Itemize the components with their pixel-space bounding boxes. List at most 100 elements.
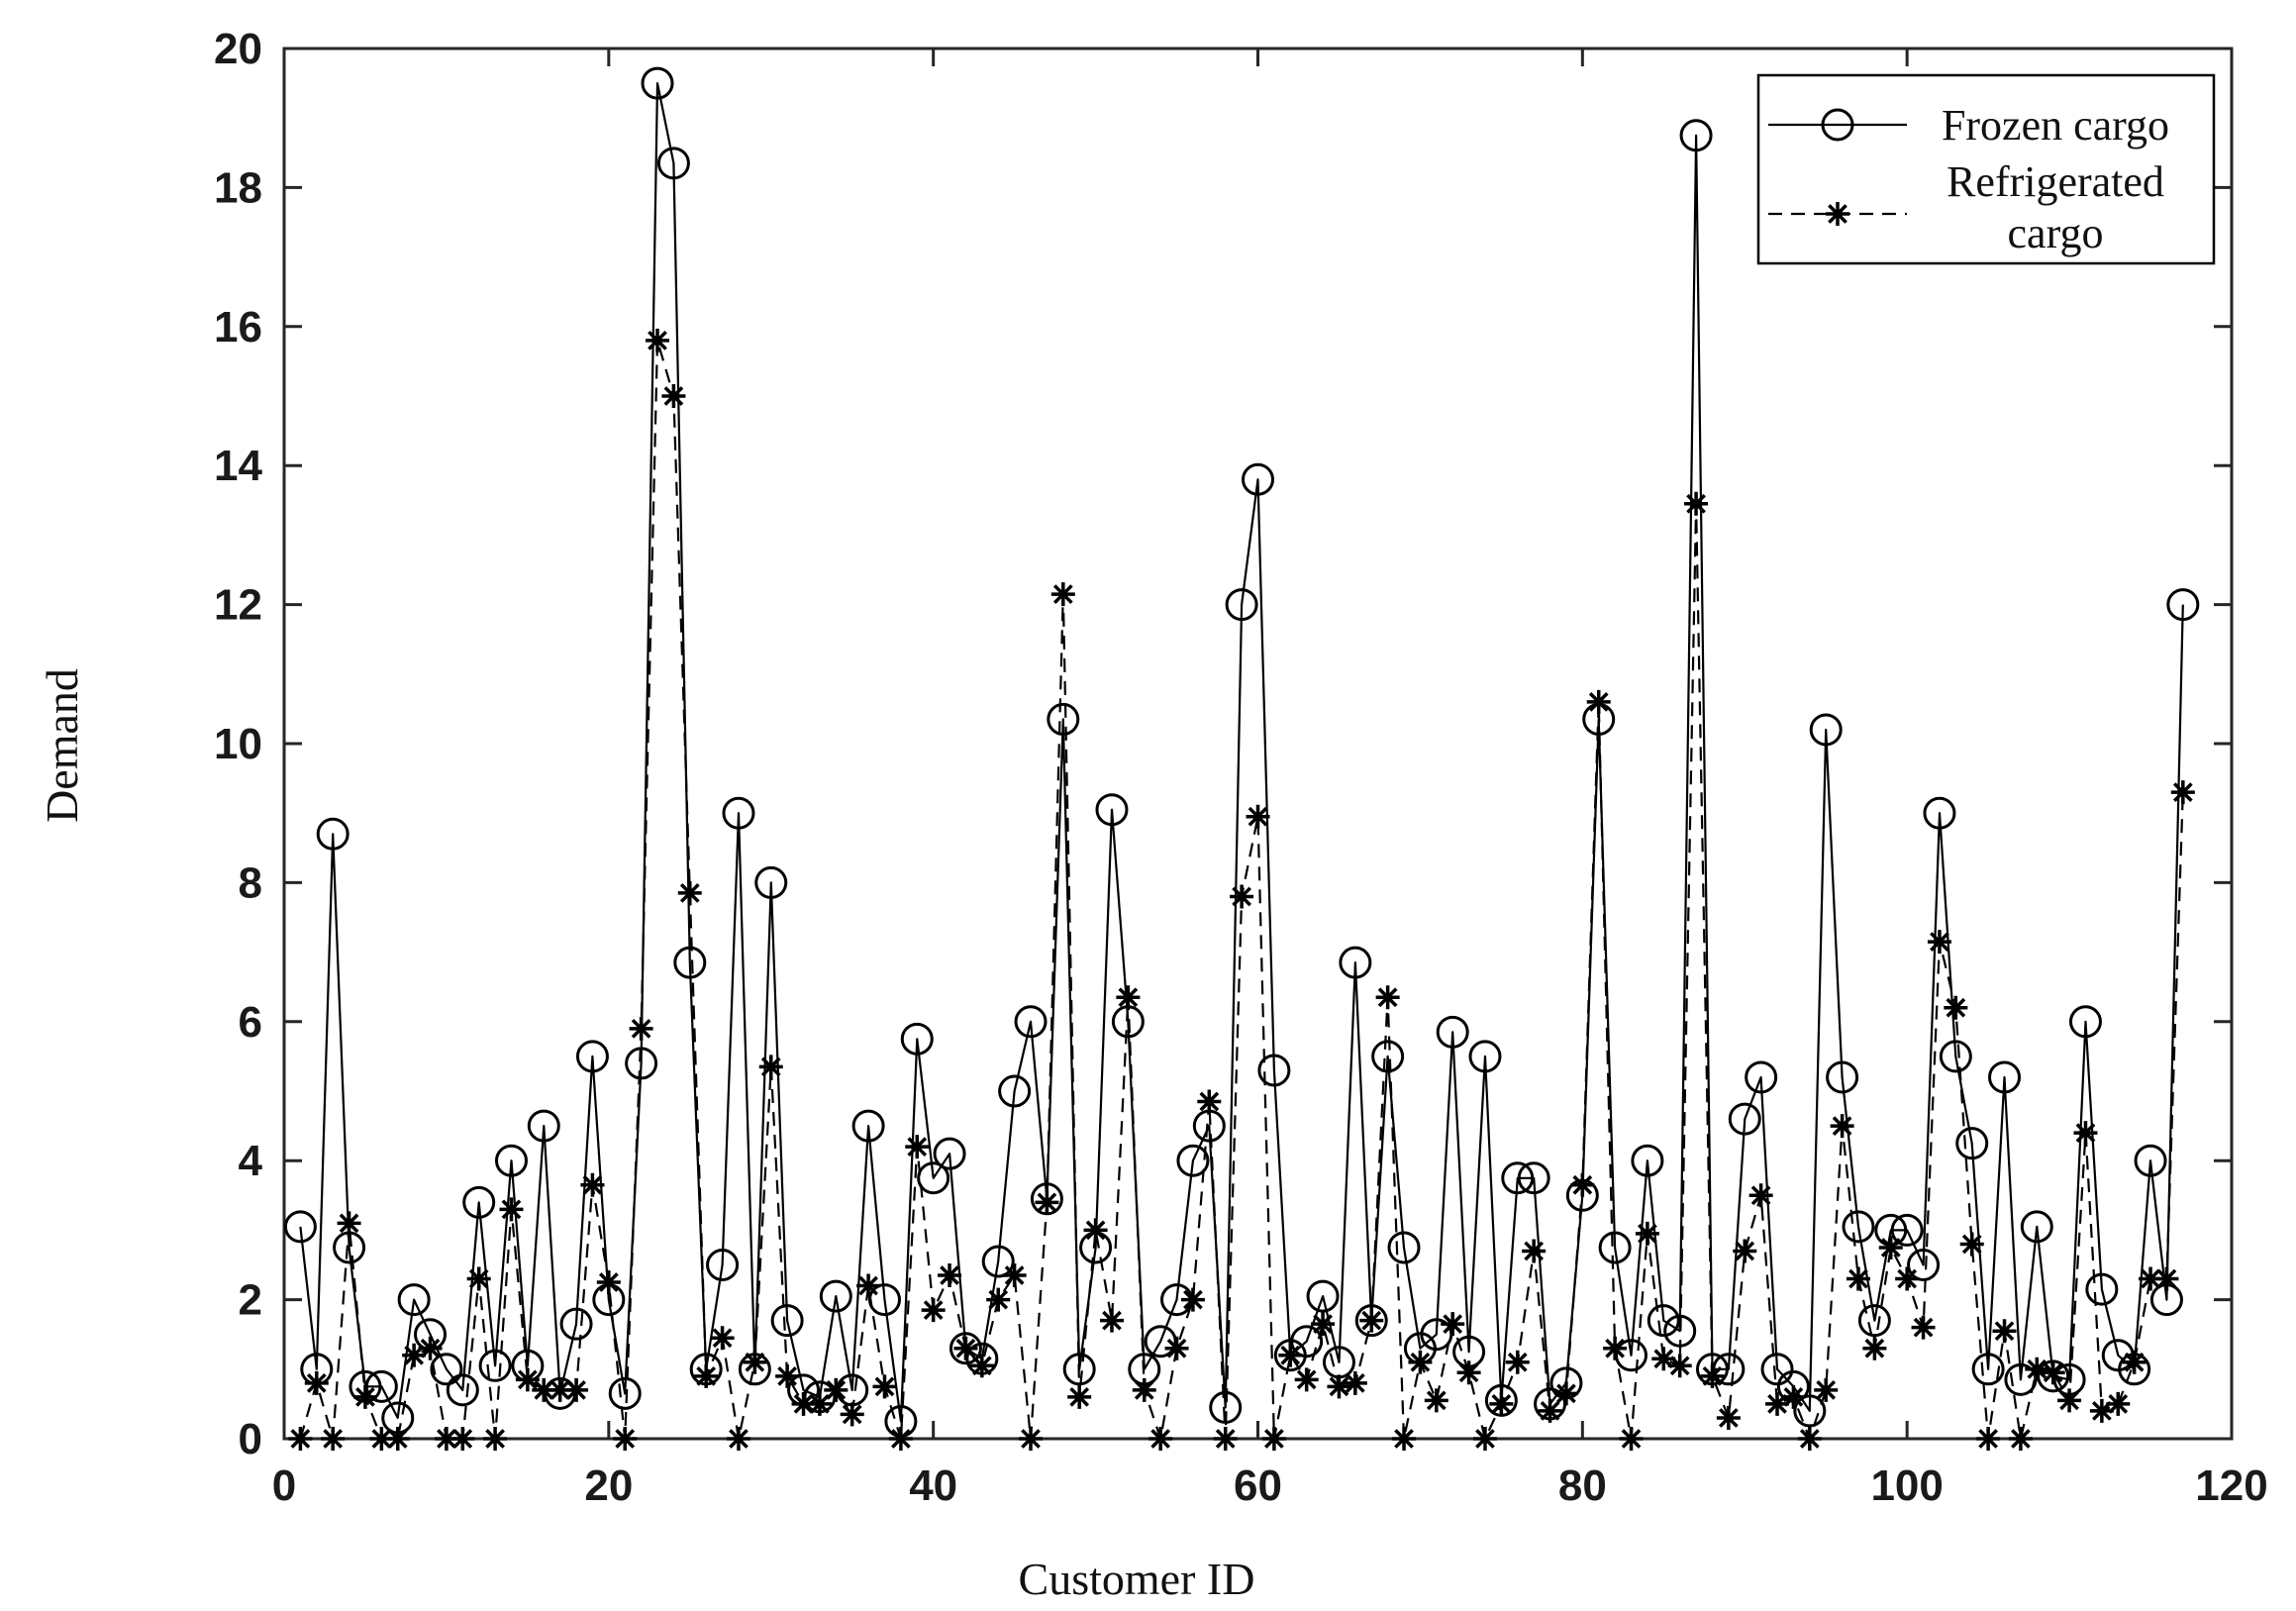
data-point-asterisk (1164, 1336, 1189, 1360)
data-point-asterisk (1911, 1315, 1936, 1340)
data-point-circle (1095, 793, 1129, 827)
data-point-asterisk (1148, 1427, 1173, 1451)
data-point-circle (1047, 702, 1080, 736)
data-point-asterisk (1392, 1427, 1417, 1451)
data-point-asterisk (743, 1350, 767, 1374)
data-point-circle (1631, 1144, 1664, 1177)
data-point-circle (1955, 1127, 1989, 1160)
data-point-asterisk (856, 1273, 881, 1298)
data-point-asterisk (1522, 1239, 1547, 1263)
data-point-asterisk (1862, 1336, 1887, 1360)
data-point-asterisk (1180, 1287, 1205, 1312)
data-point-circle (1257, 1054, 1291, 1087)
y-axis-label: Demand (37, 668, 87, 823)
data-point-asterisk (2122, 1350, 2146, 1374)
data-point-asterisk (1489, 1391, 1514, 1416)
data-point-asterisk (369, 1427, 394, 1451)
series-line (299, 82, 2184, 1423)
data-point-asterisk (1797, 1427, 1822, 1451)
x-tick-label: 100 (1870, 1461, 1943, 1510)
data-point-circle (1760, 1353, 1794, 1386)
data-point-circle (608, 1376, 642, 1410)
data-point-circle (770, 1304, 804, 1338)
data-point-asterisk (1635, 1221, 1659, 1246)
data-point-circle (527, 1109, 560, 1143)
data-point-asterisk (1830, 1114, 1854, 1139)
data-point-circle (1339, 946, 1372, 979)
data-point-asterisk (337, 1211, 361, 1236)
data-point-circle (1517, 1161, 1550, 1195)
data-point-asterisk (596, 1270, 621, 1295)
data-point-circle (494, 1144, 528, 1177)
data-point-asterisk (450, 1427, 475, 1451)
y-tick-label: 6 (239, 998, 262, 1047)
axis-tick-labels: 0 20 40 60 80 100 120 0 2 4 6 8 10 12 14 16 18 20 (214, 25, 2268, 1510)
data-point-circle (1809, 713, 1843, 747)
data-point-asterisk (758, 1055, 783, 1079)
y-tick-label: 4 (239, 1137, 263, 1185)
data-point-circle (1306, 1279, 1340, 1313)
data-point-asterisk (710, 1326, 735, 1351)
y-tick-label: 8 (239, 858, 262, 907)
data-point-asterisk (1002, 1263, 1027, 1288)
data-point-asterisk (1814, 1377, 1839, 1402)
data-point-asterisk (1019, 1427, 1044, 1451)
data-point-circle (1745, 1060, 1778, 1094)
y-tick-label: 18 (214, 163, 262, 212)
data-point-circle (1468, 1040, 1502, 1073)
data-point-asterisk (288, 1427, 313, 1451)
y-tick-label: 12 (214, 581, 262, 630)
data-point-asterisk (1197, 1089, 1222, 1114)
data-point-circle (656, 147, 690, 180)
data-point-asterisk (1099, 1308, 1124, 1333)
data-point-asterisk (629, 1016, 653, 1041)
data-point-circle (1728, 1102, 1761, 1136)
data-point-asterisk (434, 1427, 458, 1451)
series-refrigerated-cargo (288, 328, 2195, 1451)
data-point-circle (1242, 462, 1274, 496)
data-point-circle (1290, 1325, 1324, 1359)
data-point-asterisk (872, 1374, 897, 1399)
data-point-asterisk (677, 880, 702, 905)
axis-ticks (282, 47, 2234, 1441)
data-point-circle (641, 66, 674, 100)
data-point-circle (1354, 1304, 1388, 1338)
data-point-asterisk (807, 1391, 832, 1416)
data-point-asterisk (1944, 995, 1968, 1020)
data-point-asterisk (1441, 1312, 1465, 1337)
data-point-circle (1225, 588, 1258, 622)
data-point-asterisk (1311, 1312, 1336, 1337)
data-point-circle (673, 946, 707, 979)
data-point-asterisk (2057, 1388, 2082, 1413)
data-point-circle (851, 1109, 885, 1143)
data-point-asterisk (1976, 1427, 2001, 1451)
data-point-asterisk (1700, 1363, 1725, 1388)
data-point-circle (998, 1074, 1032, 1108)
data-point-asterisk (1878, 1235, 1903, 1259)
x-tick-label: 20 (584, 1461, 633, 1510)
data-point-asterisk (1359, 1308, 1384, 1333)
data-point-circle (2020, 1210, 2053, 1244)
x-tick-label: 80 (1558, 1461, 1607, 1510)
data-point-asterisk (2139, 1266, 2163, 1291)
data-point-asterisk (2008, 1427, 2033, 1451)
data-point-asterisk (352, 1384, 377, 1409)
data-point-asterisk (1408, 1350, 1433, 1374)
data-point-asterisk (1294, 1367, 1319, 1392)
data-point-asterisk (580, 1172, 605, 1197)
data-point-asterisk (775, 1363, 800, 1388)
data-point-asterisk (1748, 1183, 1773, 1208)
data-point-asterisk (1343, 1370, 1367, 1395)
data-point-asterisk (2106, 1391, 2131, 1416)
data-point-asterisk (466, 1266, 491, 1291)
data-point-asterisk (969, 1354, 994, 1378)
data-point-circle (1857, 1304, 1891, 1338)
data-point-asterisk (483, 1427, 508, 1451)
data-point-circle (478, 1349, 512, 1382)
data-point-circle (819, 1279, 852, 1313)
data-point-asterisk (532, 1377, 556, 1402)
data-point-asterisk (921, 1298, 946, 1323)
data-point-circle (1907, 1249, 1941, 1281)
data-point-asterisk (2089, 1398, 2114, 1423)
data-point-asterisk (1553, 1381, 1578, 1406)
